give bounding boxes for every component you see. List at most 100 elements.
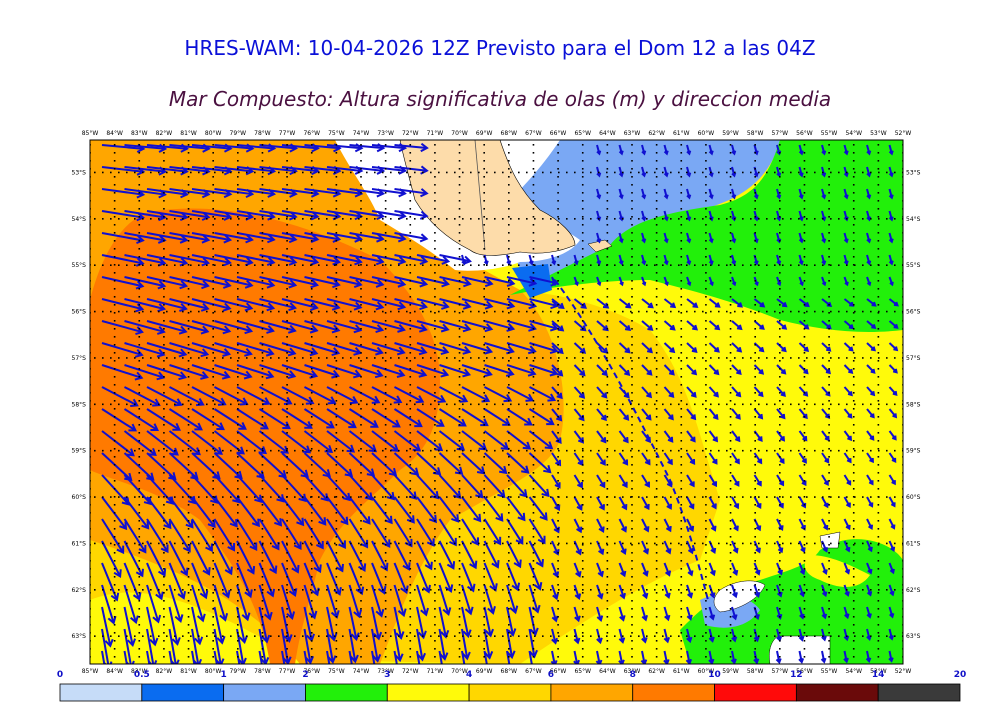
lon-label: 57°W [772, 668, 789, 675]
lat-label: 59°S [906, 448, 921, 455]
lat-labels-left: 53°S 54°S 55°S 56°S 57°S 58°S 59°S 60°S 61°S 62°S… [72, 169, 87, 640]
lon-label: 58°W [747, 130, 764, 137]
lat-label: 56°S [72, 309, 87, 316]
lon-label: 72°W [402, 668, 419, 675]
lon-label: 56°W [796, 668, 813, 675]
lon-label: 68°W [501, 668, 518, 675]
lon-label: 80°W [205, 668, 222, 675]
lon-label: 55°W [821, 130, 838, 137]
land-south-shetland [713, 580, 766, 613]
lat-label: 55°S [906, 262, 921, 269]
lat-label: 53°S [906, 169, 921, 176]
lon-label: 69°W [476, 668, 493, 675]
wave-zone-3-4m-patch [804, 555, 870, 587]
lat-label: 59°S [72, 448, 87, 455]
lon-label: 62°W [648, 668, 665, 675]
lon-label: 83°W [131, 668, 148, 675]
lon-label: 74°W [353, 668, 370, 675]
grid-dots [90, 144, 903, 658]
lon-label: 59°W [722, 130, 739, 137]
map-frame [89, 139, 904, 665]
lon-label: 81°W [180, 130, 197, 137]
lat-label: 55°S [72, 262, 87, 269]
lat-label: 62°S [906, 587, 921, 594]
lat-label: 62°S [72, 587, 87, 594]
colorbar-swatch [795, 683, 879, 702]
lat-label: 60°S [906, 494, 921, 501]
lon-label: 84°W [106, 130, 123, 137]
lat-label: 57°S [906, 355, 921, 362]
colorbar-tick-label: 8 [630, 670, 636, 680]
lon-label: 80°W [205, 130, 222, 137]
border-line [474, 140, 486, 251]
land-tierra-del-fuego [399, 140, 576, 256]
lon-label: 65°W [574, 130, 591, 137]
colorbar-swatch [714, 683, 797, 702]
wave-zone-2-3m-northeast [510, 140, 903, 332]
lon-label: 76°W [303, 668, 320, 675]
lon-label: 61°W [673, 130, 690, 137]
lon-label: 79°W [230, 668, 247, 675]
lon-label: 63°W [624, 668, 641, 675]
lat-label: 61°S [906, 540, 921, 547]
colorbar-swatch [632, 683, 715, 702]
lon-label: 77°W [279, 668, 296, 675]
colorbar-swatch [550, 683, 634, 702]
map-field [90, 140, 903, 664]
colorbar-tick-label: 10 [708, 670, 721, 680]
colorbar-tick-label: 0.5 [134, 670, 150, 680]
lon-label: 81°W [180, 668, 197, 675]
lon-label: 70°W [451, 668, 468, 675]
lon-label: 59°W [722, 668, 739, 675]
wave-direction-arrows [101, 142, 899, 664]
land-elephant-island [819, 531, 841, 549]
lon-label: 71°W [427, 668, 444, 675]
lon-label: 78°W [254, 130, 271, 137]
colorbar-tick-label: 12 [790, 670, 803, 680]
lon-label: 79°W [230, 130, 247, 137]
lon-label: 71°W [427, 130, 444, 137]
lon-label: 53°W [870, 668, 887, 675]
lon-label: 63°W [624, 130, 641, 137]
land-antarctic-peninsula [769, 635, 831, 664]
lat-label: 54°S [906, 216, 921, 223]
lon-label: 66°W [550, 668, 567, 675]
lon-label: 83°W [131, 130, 148, 137]
colorbar-tick-label: 6 [548, 670, 554, 680]
lon-label: 72°W [402, 130, 419, 137]
lon-label: 54°W [845, 130, 862, 137]
colorbar [59, 683, 961, 702]
lon-label: 74°W [353, 130, 370, 137]
lon-label: 70°W [451, 130, 468, 137]
lon-label: 76°W [303, 130, 320, 137]
lon-label: 53°W [870, 130, 887, 137]
lon-label: 73°W [377, 668, 394, 675]
maritime-boundary-line [554, 279, 709, 601]
lon-label: 64°W [599, 668, 616, 675]
lat-label: 63°S [906, 633, 921, 640]
lon-label: 55°W [821, 668, 838, 675]
lon-label: 52°W [895, 668, 912, 675]
lon-label: 61°W [673, 668, 690, 675]
lon-label: 69°W [476, 130, 493, 137]
lat-label: 56°S [906, 309, 921, 316]
lat-label: 60°S [72, 494, 87, 501]
colorbar-tick-label: 20 [954, 670, 967, 680]
lon-label: 68°W [501, 130, 518, 137]
colorbar-swatch [59, 683, 143, 702]
lat-label: 58°S [906, 401, 921, 408]
lon-label: 85°W [82, 130, 99, 137]
lon-label: 67°W [525, 668, 542, 675]
lon-label: 75°W [328, 130, 345, 137]
lat-label: 58°S [72, 401, 87, 408]
lon-label: 54°W [845, 668, 862, 675]
map-subtitle: Mar Compuesto: Altura significativa de o… [168, 87, 832, 111]
lon-label: 65°W [574, 668, 591, 675]
lon-label: 82°W [156, 130, 173, 137]
lon-labels-top: 85°W 84°W 83°W 82°W 81°W 80°W 79°W 78°W 77°W 76°W… [82, 130, 912, 137]
lon-label: 75°W [328, 668, 345, 675]
colorbar-tick-label: 2 [302, 670, 308, 680]
map-title: HRES-WAM: 10-04-2026 12Z Previsto para e… [184, 36, 816, 60]
lon-label: 52°W [895, 130, 912, 137]
